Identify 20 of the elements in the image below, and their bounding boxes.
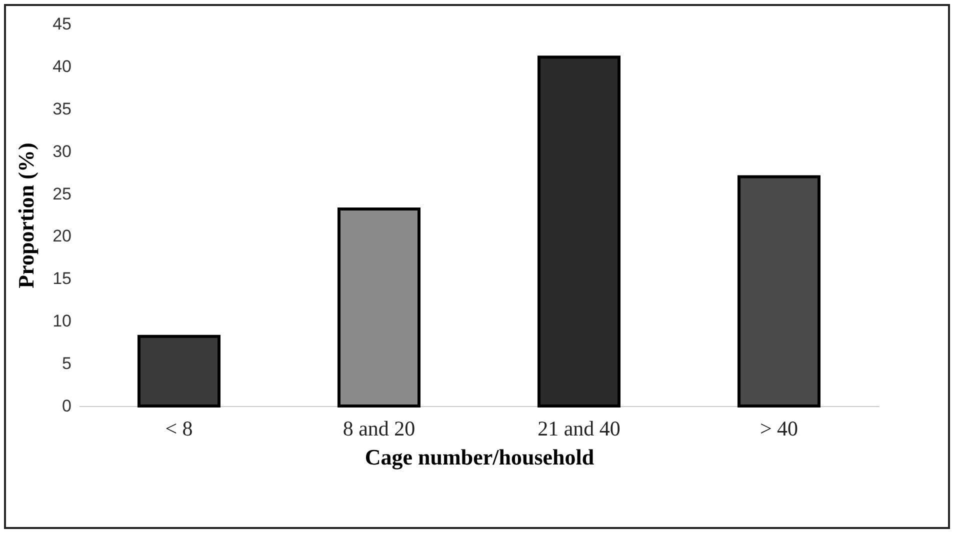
y-tick-label: 45: [52, 14, 72, 34]
y-tick-label: 5: [62, 354, 72, 374]
y-tick-label: 20: [52, 226, 72, 246]
bar: [138, 334, 220, 408]
y-tick-label: 15: [52, 269, 72, 288]
y-tick-label: 30: [52, 142, 72, 161]
y-axis-title: Proportion (%): [14, 142, 39, 288]
x-tick-label: 21 and 40: [538, 416, 620, 440]
y-tick-label: 40: [52, 56, 72, 76]
x-tick-label: 8 and 20: [342, 416, 416, 440]
bar: [338, 208, 420, 408]
y-tick-label: 0: [62, 396, 72, 416]
x-axis-title: Cage number/household: [364, 444, 594, 470]
y-tick-label: 25: [52, 184, 72, 204]
bar: [738, 175, 820, 408]
bar: [538, 56, 620, 408]
x-tick-label: < 8: [165, 416, 193, 440]
x-tick-label: > 40: [760, 416, 798, 440]
y-tick-label: 35: [52, 99, 72, 118]
y-tick-label: 10: [52, 312, 72, 331]
